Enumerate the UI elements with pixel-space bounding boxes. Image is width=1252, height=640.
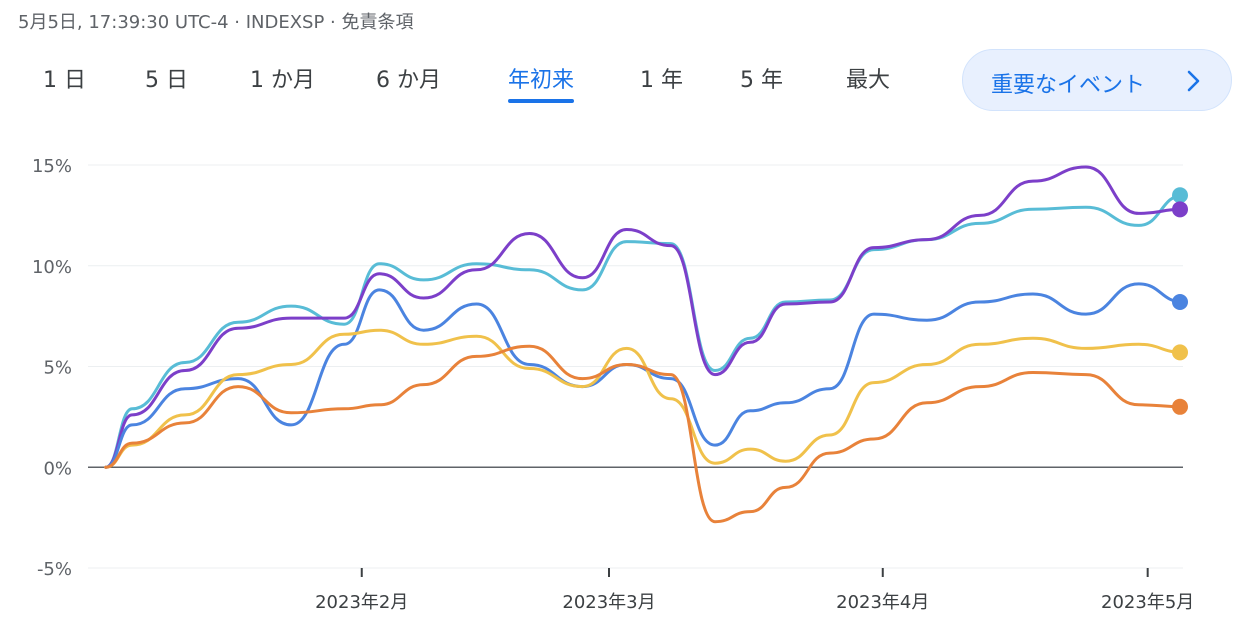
series-end-point-4 [1172, 398, 1188, 415]
tab-1d[interactable]: 1 日 [43, 62, 86, 94]
y-tick-label: 0% [43, 458, 72, 479]
tab-1y[interactable]: 1 年 [640, 62, 683, 94]
tab-label: 年初来 [508, 68, 575, 93]
tab-ytd[interactable]: 年初来 [508, 62, 575, 103]
key-events-button[interactable]: 重要なイベント [962, 49, 1232, 111]
tab-label: 1 年 [640, 68, 683, 93]
tab-label: 1 日 [43, 68, 86, 93]
x-tick-label: 2023年3月 [562, 592, 655, 613]
series-line-0 [104, 193, 1185, 469]
series-line-4 [104, 344, 1185, 524]
tab-5y[interactable]: 5 年 [740, 62, 783, 94]
tab-max[interactable]: 最大 [846, 62, 890, 94]
tab-label: 最大 [846, 68, 891, 93]
performance-chart: 15% 10% 5% 0% -5% 2023年2月 2023年3月 2023年4月 2023年5… [32, 156, 1194, 613]
tab-label: 5 年 [740, 68, 783, 93]
y-tick-label: 15% [32, 156, 72, 177]
series-end-point-3 [1172, 344, 1188, 361]
chevron-right-icon [1187, 70, 1200, 92]
series-line-1 [104, 165, 1185, 469]
y-tick-label: -5% [37, 559, 72, 580]
series-end-point-2 [1172, 294, 1188, 311]
x-tick-label: 2023年2月 [315, 592, 408, 613]
y-tick-label: 10% [32, 257, 72, 278]
tab-1m[interactable]: 1 か月 [250, 62, 315, 94]
tab-5d[interactable]: 5 日 [145, 62, 188, 94]
y-tick-label: 5% [43, 358, 72, 379]
timestamp-header: 5月5日, 17:39:30 UTC-4 · INDEXSP · 免責条項 [18, 12, 414, 33]
x-tick-label: 2023年4月 [836, 592, 929, 613]
key-events-label: 重要なイベント [991, 73, 1146, 98]
series-end-point-1 [1172, 201, 1188, 218]
x-tick-label: 2023年5月 [1101, 592, 1194, 613]
series-end-point-0 [1172, 187, 1188, 204]
tab-label: 5 日 [145, 68, 188, 93]
tab-label: 6 か月 [376, 68, 441, 93]
tab-label: 1 か月 [250, 68, 315, 93]
series-line-3 [104, 328, 1185, 469]
tab-6m[interactable]: 6 か月 [376, 62, 441, 94]
active-tab-indicator [508, 99, 575, 103]
